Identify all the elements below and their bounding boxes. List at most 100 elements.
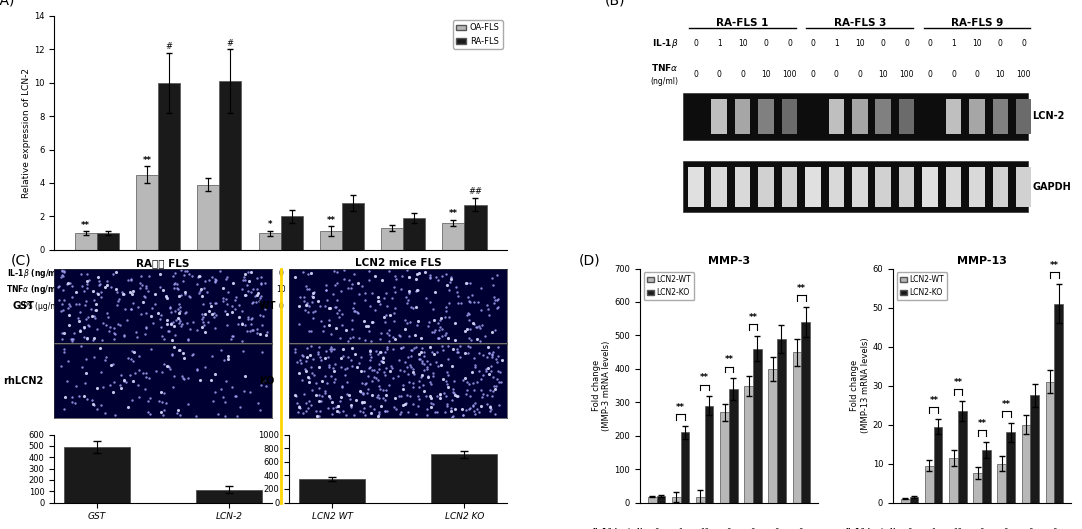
Point xyxy=(440,286,458,295)
Point xyxy=(76,324,93,332)
Point xyxy=(53,272,70,281)
Bar xyxy=(1045,381,1054,503)
Point xyxy=(361,350,379,358)
Point xyxy=(412,372,430,381)
Point xyxy=(381,381,398,389)
Point xyxy=(318,286,335,294)
Point xyxy=(400,286,418,295)
Text: 0: 0 xyxy=(810,40,816,49)
Point xyxy=(366,306,383,314)
Point xyxy=(430,334,447,342)
Point xyxy=(296,356,314,364)
Text: 100: 100 xyxy=(334,285,349,294)
Point xyxy=(439,383,457,391)
Point xyxy=(164,272,182,280)
Bar xyxy=(75,233,96,250)
Point xyxy=(235,273,252,281)
Point xyxy=(418,357,435,366)
Point xyxy=(421,378,438,386)
Point xyxy=(469,405,486,414)
Point xyxy=(425,327,443,336)
Point xyxy=(471,408,488,416)
Text: 0: 0 xyxy=(94,302,100,311)
Text: 0: 0 xyxy=(1028,527,1032,529)
Point xyxy=(71,326,89,335)
Point xyxy=(227,293,245,301)
Point xyxy=(341,391,358,399)
Bar xyxy=(648,497,657,503)
Text: 0: 0 xyxy=(156,302,160,311)
Point xyxy=(385,373,403,382)
Point xyxy=(128,328,145,336)
Text: 10: 10 xyxy=(972,40,981,49)
Point xyxy=(370,365,387,373)
Point xyxy=(107,285,124,293)
Point xyxy=(488,355,505,363)
Point xyxy=(372,348,390,357)
Bar xyxy=(735,167,751,206)
Point xyxy=(404,346,421,354)
Point xyxy=(338,326,355,334)
Point xyxy=(291,404,308,412)
Point xyxy=(480,370,498,379)
Text: 0: 0 xyxy=(834,70,839,79)
Point xyxy=(488,375,505,383)
Point xyxy=(190,272,208,280)
Point xyxy=(483,367,500,375)
Point xyxy=(393,272,410,280)
Point xyxy=(250,296,267,305)
Point xyxy=(371,382,388,390)
Bar xyxy=(753,349,762,503)
Point xyxy=(311,412,328,421)
Text: 0: 0 xyxy=(462,285,466,294)
Point xyxy=(180,291,197,300)
Point xyxy=(366,405,383,413)
Point xyxy=(137,308,155,317)
Point xyxy=(113,287,130,296)
Point xyxy=(466,361,484,370)
Point xyxy=(392,407,409,416)
Point xyxy=(375,294,393,303)
Point xyxy=(162,303,180,312)
Point xyxy=(460,349,477,358)
Point xyxy=(320,361,338,370)
Point xyxy=(79,284,96,292)
Point xyxy=(372,402,390,410)
Point xyxy=(226,296,243,304)
Point xyxy=(412,348,430,356)
Point xyxy=(377,396,394,405)
Point xyxy=(440,299,458,307)
Point xyxy=(192,376,209,384)
Point xyxy=(393,344,410,352)
Point xyxy=(104,359,121,368)
Point xyxy=(409,402,426,411)
Bar xyxy=(721,412,729,503)
Text: 1: 1 xyxy=(834,40,839,49)
Text: 0: 0 xyxy=(278,269,283,278)
Point xyxy=(217,295,235,303)
Point xyxy=(287,348,304,356)
Point xyxy=(313,397,330,405)
Point xyxy=(327,360,344,369)
Point xyxy=(61,311,78,319)
Point xyxy=(176,290,194,298)
Text: IL-1$\beta$: IL-1$\beta$ xyxy=(652,38,678,50)
Point xyxy=(326,345,343,353)
Point xyxy=(141,374,158,382)
Point xyxy=(321,344,339,353)
Point xyxy=(131,366,148,375)
Title: RA환자 FLS: RA환자 FLS xyxy=(136,258,189,268)
Title: LCN2 mice FLS: LCN2 mice FLS xyxy=(355,258,441,268)
Point xyxy=(382,362,399,371)
Text: 10: 10 xyxy=(762,70,770,79)
Point xyxy=(131,351,148,360)
Point xyxy=(248,285,265,294)
Point xyxy=(386,394,404,402)
Point xyxy=(461,325,478,333)
Point xyxy=(433,342,450,350)
Point xyxy=(358,322,375,330)
Point xyxy=(424,369,441,378)
Point xyxy=(490,377,507,386)
Point xyxy=(364,377,381,385)
Point xyxy=(137,284,155,292)
